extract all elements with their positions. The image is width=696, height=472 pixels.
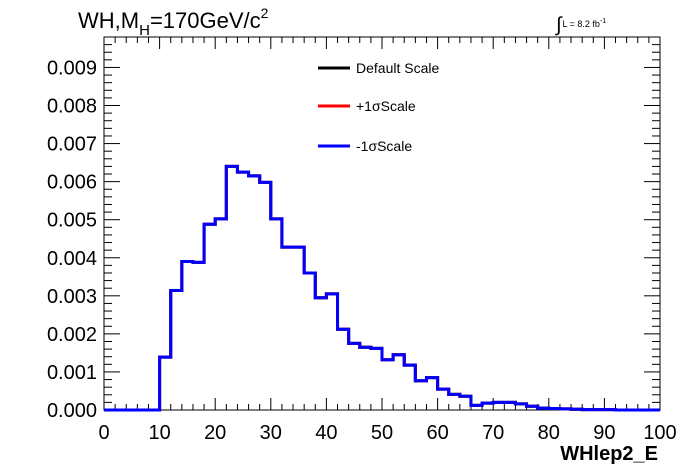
x-tick-label: 30: [260, 422, 282, 444]
y-tick-label: 0.002: [47, 324, 97, 346]
title-rest: =170GeV/c: [149, 8, 261, 33]
histogram-series-1: [104, 164, 660, 412]
x-tick-label: 100: [643, 422, 676, 444]
x-tick-label: 90: [593, 422, 615, 444]
x-axis-label: WHlep2_E: [560, 443, 658, 465]
x-tick-label: 20: [204, 422, 226, 444]
y-tick-label: 0.005: [47, 210, 97, 232]
x-tick-label: 60: [426, 422, 448, 444]
title-main: WH,M: [78, 8, 140, 33]
y-tick-label: 0.001: [47, 362, 97, 384]
legend: Default Scale +1σScale -1σScale: [318, 60, 439, 154]
x-tick-label: 10: [148, 422, 170, 444]
y-tick-label: 0.006: [47, 172, 97, 194]
x-tick-label: 80: [538, 422, 560, 444]
histogram-series: [104, 164, 660, 412]
x-tick-label: 70: [482, 422, 504, 444]
legend-label: Default Scale: [356, 60, 439, 76]
y-tick-label: 0.000: [47, 400, 97, 422]
x-tick-label: 40: [315, 422, 337, 444]
y-tick-label: 0.008: [47, 96, 97, 118]
legend-label: -1σScale: [356, 138, 412, 154]
y-tick-label: 0.007: [47, 134, 97, 156]
title-subscript: H: [139, 22, 150, 39]
histogram-series-3: [104, 164, 660, 412]
y-tick-label: 0.009: [47, 57, 97, 79]
axis-ticks: 0 10 20 30 40 50 60 70 80 90 100 0.000 0.001 0.002 0.0…: [47, 36, 677, 444]
integral-symbol: ∫: [556, 14, 562, 36]
luminosity-text: L = 8.2 fb: [562, 19, 600, 29]
x-tick-label: 0: [98, 422, 109, 444]
legend-label: +1σScale: [356, 98, 416, 114]
x-tick-label: 50: [371, 422, 393, 444]
luminosity-label: ∫L = 8.2 fb-1: [556, 10, 607, 36]
chart-title: WH,MH=170GeV/c2: [78, 5, 269, 39]
luminosity-superscript: -1: [599, 18, 607, 25]
histogram-series-2: [104, 164, 660, 412]
title-superscript: 2: [260, 5, 269, 21]
y-tick-label: 0.003: [47, 286, 97, 308]
y-tick-label: 0.004: [47, 248, 97, 270]
